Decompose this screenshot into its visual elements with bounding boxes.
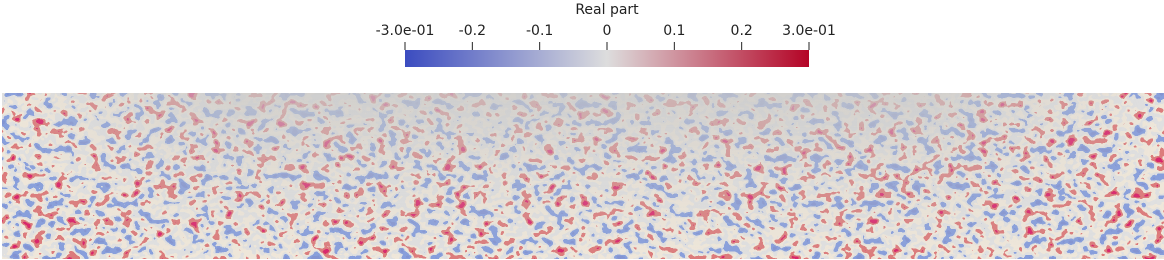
colorbar-tick-label: 0 xyxy=(603,23,612,39)
colorbar: Real part -3.0e-01 -0.2 -0.1 0 0.1 0.2 3.0e-01 xyxy=(376,2,836,67)
colorbar-tick-label: -0.1 xyxy=(526,23,553,39)
field-shading xyxy=(2,93,1164,259)
colorbar-tick-label: -3.0e-01 xyxy=(376,23,435,39)
colorbar-title: Real part xyxy=(575,2,639,18)
colorbar-tick-label: 0.2 xyxy=(731,23,753,39)
colorbar-gradient xyxy=(405,50,809,67)
colorbar-tick-label: 0.1 xyxy=(663,23,685,39)
colorbar-tick-label: -0.2 xyxy=(459,23,486,39)
field-plot xyxy=(2,93,1164,259)
colorbar-tick-label: 3.0e-01 xyxy=(782,23,836,39)
